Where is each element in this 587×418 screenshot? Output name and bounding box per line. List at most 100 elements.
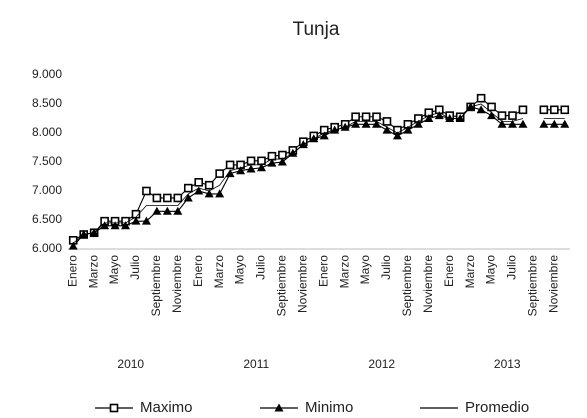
legend-marker xyxy=(109,403,119,413)
marker xyxy=(267,151,277,161)
marker xyxy=(560,119,570,128)
marker xyxy=(204,189,214,198)
x-tick-label: Julio xyxy=(128,255,142,280)
year-label: 2011 xyxy=(243,357,269,371)
x-tick-label: Noviembre xyxy=(421,255,435,313)
x-tick-label: Marzo xyxy=(463,255,477,289)
marker xyxy=(434,111,444,120)
x-tick-label: Julio xyxy=(505,255,519,280)
x-tick-label: Marzo xyxy=(86,255,100,289)
x-tick-label: Noviembre xyxy=(295,255,309,313)
marker xyxy=(319,131,329,140)
marker xyxy=(518,119,528,128)
y-tick-label: 7.000 xyxy=(32,183,62,197)
marker xyxy=(194,178,204,187)
marker xyxy=(518,105,528,115)
marker xyxy=(382,125,392,134)
marker xyxy=(162,206,172,215)
marker xyxy=(68,241,78,250)
marker xyxy=(183,183,193,193)
marker xyxy=(549,119,559,128)
x-tick-label: Mayo xyxy=(484,255,498,285)
x-tick-label: Septiembre xyxy=(149,255,163,317)
x-tick-label: Septiembre xyxy=(275,255,289,317)
x-tick-label: Noviembre xyxy=(170,255,184,313)
y-tick-label: 8.000 xyxy=(32,125,62,139)
x-tick-label: Mayo xyxy=(358,255,372,285)
marker xyxy=(372,112,381,122)
x-tick-label: Julio xyxy=(254,255,268,280)
x-tick-label: Mayo xyxy=(233,255,247,285)
x-tick-label: Marzo xyxy=(337,255,351,289)
legend-label: Promedio xyxy=(465,399,529,416)
marker xyxy=(121,221,131,230)
marker xyxy=(466,102,476,111)
x-tick-label: Julio xyxy=(379,255,393,280)
x-tick-label: Enero xyxy=(65,255,79,287)
marker xyxy=(330,125,340,134)
x-tick-label: Marzo xyxy=(212,255,226,289)
x-tick-label: Septiembre xyxy=(526,255,540,317)
marker xyxy=(497,111,507,120)
marker xyxy=(246,156,256,166)
marker xyxy=(152,193,162,203)
y-tick-label: 6.000 xyxy=(32,241,62,255)
marker xyxy=(215,189,225,198)
legend-marker xyxy=(274,403,284,412)
marker xyxy=(110,221,120,230)
marker xyxy=(277,157,287,166)
marker xyxy=(246,164,256,173)
legend-label: Maximo xyxy=(140,399,193,416)
chart-title: Tunja xyxy=(293,19,340,40)
marker xyxy=(413,119,423,128)
marker xyxy=(539,119,549,128)
marker xyxy=(507,119,517,128)
x-tick-label: Enero xyxy=(191,255,205,287)
marker xyxy=(194,186,204,195)
marker xyxy=(550,105,559,115)
y-tick-label: 7.500 xyxy=(32,154,62,168)
marker xyxy=(183,193,193,202)
marker xyxy=(476,93,486,103)
marker xyxy=(163,193,172,203)
marker xyxy=(487,111,497,120)
x-tick-label: Septiembre xyxy=(400,255,414,317)
x-tick-label: Enero xyxy=(442,255,456,287)
marker xyxy=(361,112,371,122)
marker xyxy=(508,111,517,120)
marker xyxy=(215,169,224,178)
marker xyxy=(403,125,413,134)
marker xyxy=(225,169,235,178)
x-tick-label: Noviembre xyxy=(546,255,560,313)
marker xyxy=(392,131,402,140)
marker xyxy=(131,216,141,225)
marker xyxy=(361,119,371,128)
marker xyxy=(173,206,183,215)
marker xyxy=(142,186,151,196)
marker xyxy=(497,119,507,128)
year-label: 2013 xyxy=(494,357,521,371)
series-line xyxy=(72,106,565,247)
marker xyxy=(204,180,214,190)
marker xyxy=(340,122,350,131)
x-tick-label: Enero xyxy=(316,255,330,287)
x-tick-label: Mayo xyxy=(107,255,121,285)
marker xyxy=(267,158,277,167)
marker xyxy=(152,206,162,215)
marker xyxy=(236,166,246,175)
year-label: 2012 xyxy=(368,357,395,371)
legend-label: Minimo xyxy=(305,399,353,416)
series-line xyxy=(72,103,565,244)
marker xyxy=(256,163,266,172)
year-label: 2010 xyxy=(117,357,144,371)
marker xyxy=(225,160,235,170)
marker xyxy=(351,112,360,122)
marker xyxy=(487,102,496,112)
marker xyxy=(141,216,151,225)
y-tick-label: 6.500 xyxy=(32,212,62,226)
marker xyxy=(424,114,434,122)
marker xyxy=(560,105,570,115)
marker xyxy=(173,193,183,203)
y-tick-label: 8.500 xyxy=(32,96,62,110)
